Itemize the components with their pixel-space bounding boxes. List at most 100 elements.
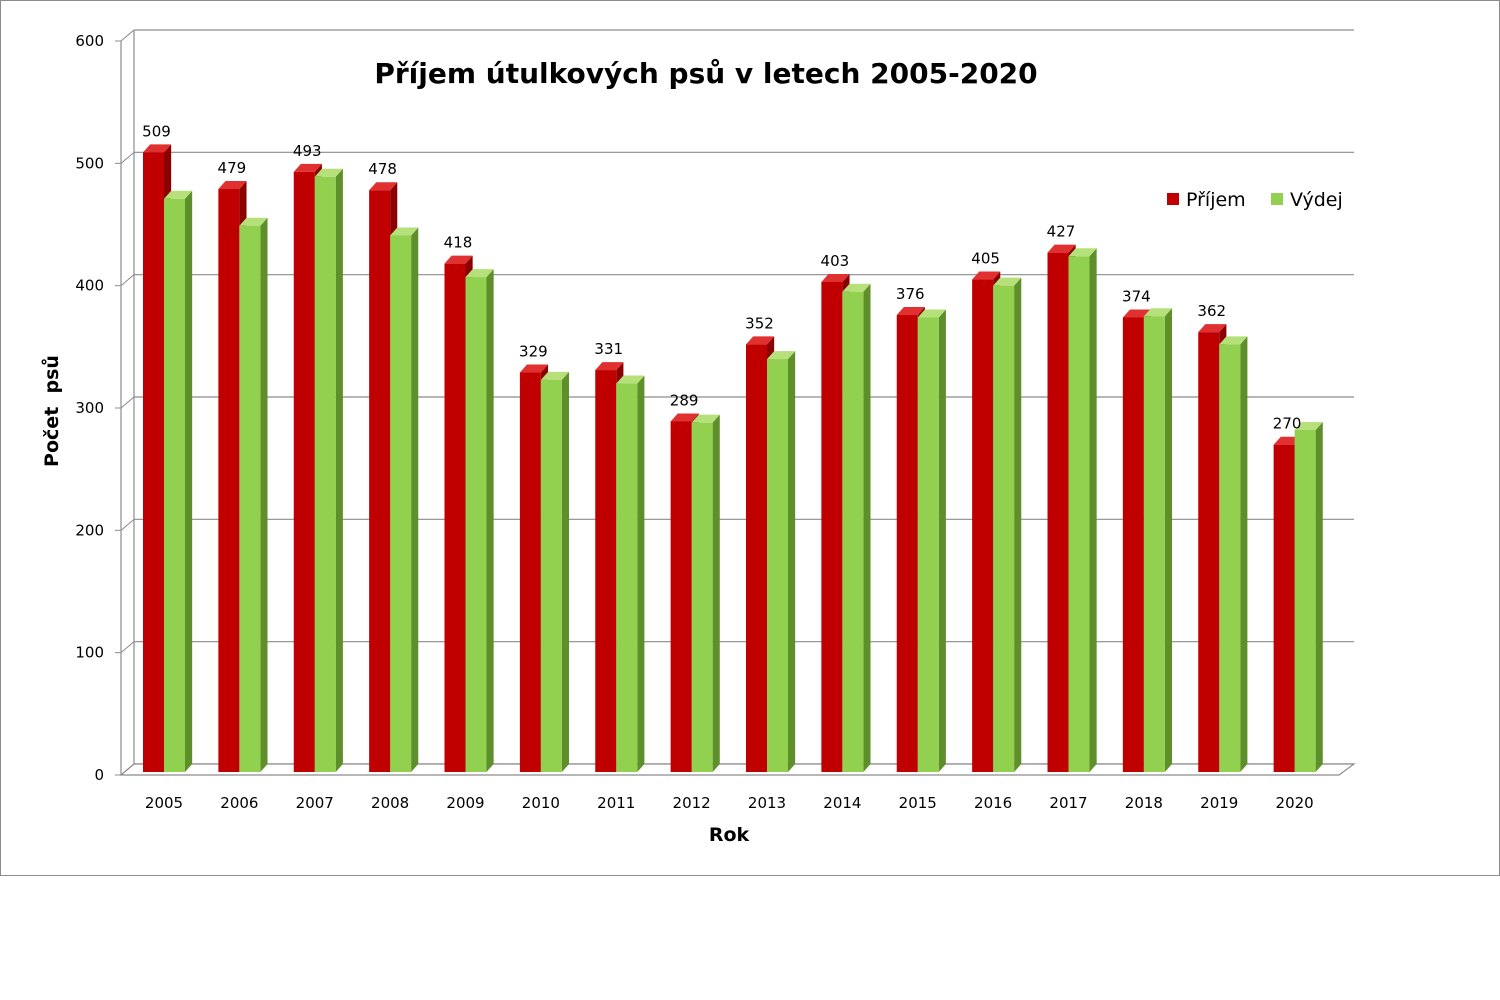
x-tick-label-2018: 2018 — [1125, 794, 1163, 812]
gridline-side — [120, 641, 135, 654]
bar-side-Výdej-2009 — [486, 269, 494, 772]
x-tick-label-2016: 2016 — [974, 794, 1012, 812]
bar-Příjem-2009 — [444, 263, 466, 772]
data-label-Příjem-2012: 289 — [670, 391, 699, 409]
bar-Příjem-2010 — [519, 372, 541, 772]
data-label-Příjem-2011: 331 — [594, 340, 623, 358]
bar-top-Příjem-2007 — [293, 163, 322, 172]
gridline-side — [120, 518, 135, 531]
y-tick-label: 200 — [75, 521, 104, 539]
bar-side-Výdej-2005 — [185, 190, 193, 772]
bar-Výdej-2017 — [1068, 256, 1090, 773]
bar-side-Výdej-2019 — [1240, 336, 1248, 772]
bar-side-Výdej-2018 — [1164, 308, 1173, 772]
x-tick-label-2005: 2005 — [145, 794, 183, 812]
data-label-Příjem-2015: 376 — [896, 285, 925, 303]
legend: Příjem Výdej — [1167, 189, 1343, 211]
data-labels: 509 479 493 478 418 329 331 289 352 403 376 405 427 3… — [142, 122, 1301, 432]
bar-Výdej-2018 — [1143, 316, 1165, 772]
x-tick-label-2012: 2012 — [673, 794, 711, 812]
data-label-Příjem-2017: 427 — [1047, 223, 1076, 241]
bar-top-Výdej-2019 — [1219, 336, 1248, 345]
bar-top-Příjem-2017 — [1047, 244, 1076, 253]
bar-side-Výdej-2012 — [712, 414, 720, 772]
bar-side-Výdej-2017 — [1089, 248, 1097, 773]
bar-top-Výdej-2010 — [540, 371, 570, 380]
bar-top-Příjem-2019 — [1198, 324, 1227, 333]
bar-top-Výdej-2008 — [390, 227, 419, 236]
gridline-side — [120, 29, 135, 42]
bar-Výdej-2013 — [767, 359, 788, 772]
bar-top-Příjem-2008 — [369, 182, 398, 191]
bar-Výdej-2014 — [842, 291, 864, 772]
bar-Příjem-2016 — [972, 279, 994, 772]
bar-Příjem-2007 — [293, 171, 315, 772]
bar-Výdej-2019 — [1219, 344, 1241, 772]
bar-top-Výdej-2007 — [314, 168, 343, 177]
data-label-Příjem-2006: 479 — [218, 159, 247, 177]
bar-top-Výdej-2017 — [1068, 248, 1097, 257]
bar-top-Příjem-2010 — [519, 364, 549, 373]
bar-Výdej-2016 — [993, 285, 1015, 772]
x-tick-label-2019: 2019 — [1200, 794, 1238, 812]
bar-Výdej-2010 — [540, 379, 562, 772]
bar-Příjem-2018 — [1122, 317, 1144, 772]
bar-Výdej-2012 — [691, 422, 713, 772]
floor — [119, 763, 1356, 776]
bar-top-Výdej-2020 — [1294, 422, 1323, 431]
data-label-Příjem-2014: 403 — [821, 252, 850, 270]
bar-side-Výdej-2008 — [411, 227, 419, 772]
bar-top-Výdej-2014 — [842, 283, 871, 292]
x-tick-label-2017: 2017 — [1049, 794, 1087, 812]
bar-Příjem-2019 — [1198, 332, 1220, 772]
bar-top-Výdej-2015 — [917, 309, 946, 318]
x-axis-title: Rok — [709, 824, 750, 846]
x-tick-label-2020: 2020 — [1276, 794, 1314, 812]
bar-Výdej-2006 — [239, 225, 261, 772]
y-tick-label: 400 — [75, 277, 104, 295]
axes: 0 100 200 300 400 500 600 2005 2006 2007 2008 2009 2… — [75, 32, 1356, 812]
y-axis-title: Počet psů — [40, 355, 63, 467]
bar-Příjem-2013 — [746, 344, 767, 772]
chart-title: Příjem útulkových psů v letech 2005-2020 — [374, 57, 1037, 90]
x-tick-label-2009: 2009 — [446, 794, 484, 812]
x-tick-label-2006: 2006 — [220, 794, 258, 812]
bar-top-Příjem-2011 — [595, 362, 624, 371]
bar-Příjem-2012 — [670, 421, 692, 772]
data-label-Příjem-2013: 352 — [745, 314, 774, 332]
bar-top-Výdej-2013 — [767, 351, 796, 360]
x-tick-label-2014: 2014 — [823, 794, 861, 812]
x-tick-label-2015: 2015 — [899, 794, 937, 812]
data-label-Příjem-2005: 509 — [142, 122, 171, 140]
bar-side-Výdej-2014 — [863, 283, 871, 772]
data-label-Příjem-2009: 418 — [444, 234, 473, 252]
legend-swatch-vydej — [1271, 193, 1283, 205]
bar-top-Výdej-2006 — [239, 217, 268, 226]
bar-Příjem-2015 — [896, 315, 918, 772]
bar-top-Výdej-2016 — [993, 277, 1022, 286]
legend-swatch-prijem — [1167, 193, 1179, 205]
bars — [143, 144, 1323, 773]
bar-Výdej-2008 — [390, 235, 412, 772]
legend-label-prijem: Příjem — [1186, 189, 1246, 211]
data-label-Příjem-2020: 270 — [1273, 415, 1302, 433]
bar-top-Příjem-2012 — [670, 413, 699, 422]
legend-label-vydej: Výdej — [1290, 189, 1343, 211]
bar-Příjem-2005 — [143, 152, 164, 772]
bar-Příjem-2011 — [595, 370, 617, 772]
data-label-Příjem-2016: 405 — [971, 250, 1000, 268]
bar-top-Výdej-2005 — [164, 190, 193, 199]
bar-side-Výdej-2013 — [788, 351, 796, 772]
bar-top-Příjem-2005 — [143, 144, 172, 153]
bar-side-Výdej-2015 — [938, 309, 946, 772]
data-label-Příjem-2008: 478 — [368, 160, 397, 178]
bar-Výdej-2015 — [917, 317, 939, 772]
bar-Výdej-2007 — [314, 176, 336, 773]
bar-chart: 0 100 200 300 400 500 600 2005 2006 2007 2008 2009 2… — [40, 29, 1356, 846]
bar-top-Příjem-2009 — [444, 255, 473, 264]
y-tick-label: 300 — [75, 399, 104, 417]
bar-side-Výdej-2016 — [1014, 277, 1022, 772]
y-tick-label: 600 — [75, 32, 104, 50]
x-tick-label-2013: 2013 — [748, 794, 786, 812]
bar-side-Výdej-2006 — [260, 217, 268, 772]
